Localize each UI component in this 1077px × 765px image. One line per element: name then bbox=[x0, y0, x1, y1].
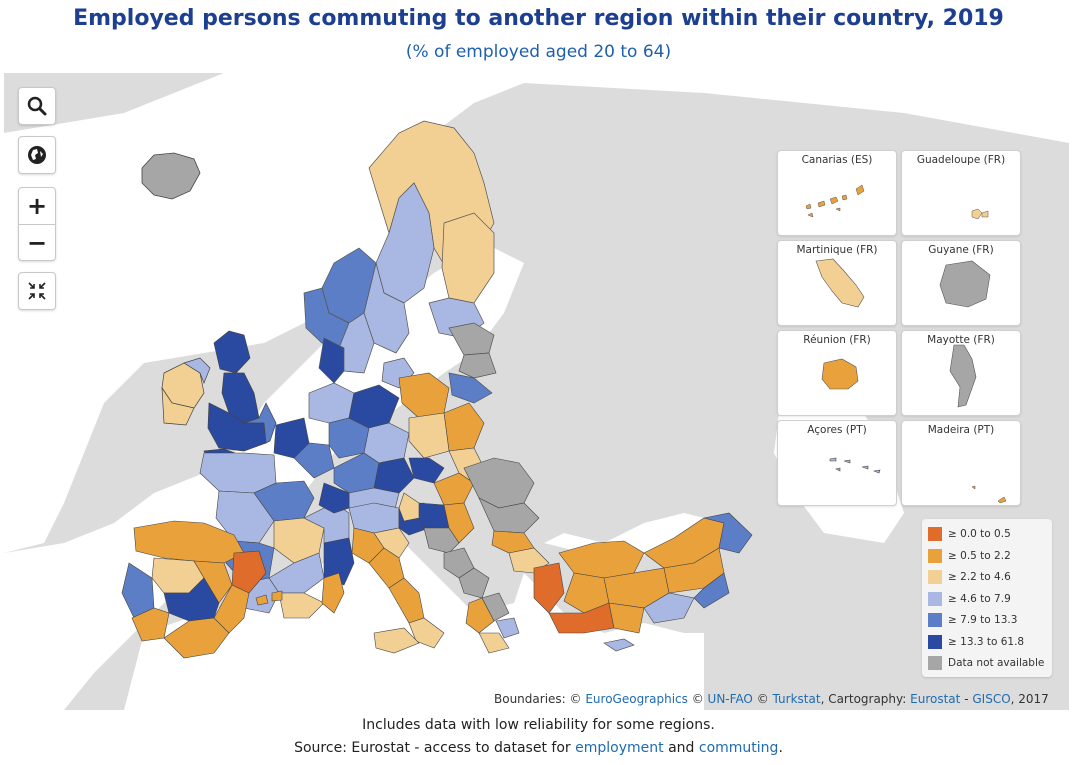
zoom-in-button[interactable]: + bbox=[26, 192, 48, 220]
map-title: Employed persons commuting to another re… bbox=[73, 6, 1004, 31]
eurostat-link[interactable]: Eurostat bbox=[910, 692, 961, 706]
unfao-link[interactable]: UN-FAO bbox=[707, 692, 753, 706]
legend-label: ≥ 0.0 to 0.5 bbox=[948, 528, 1011, 540]
inset-label: Réunion (FR) bbox=[803, 334, 871, 346]
central-west-regions[interactable] bbox=[273, 382, 415, 519]
cyprus-region[interactable] bbox=[603, 638, 635, 652]
legend-item[interactable]: Data not available bbox=[928, 654, 1044, 672]
inset-canarias[interactable]: Canarias (ES) bbox=[777, 150, 897, 236]
legend-swatch bbox=[928, 570, 942, 584]
baltic-regions[interactable] bbox=[448, 322, 497, 404]
commuting-link[interactable]: commuting bbox=[698, 740, 779, 756]
legend-item[interactable]: ≥ 0.5 to 2.2 bbox=[928, 547, 1011, 565]
legend-swatch bbox=[928, 613, 942, 627]
inset-acores[interactable]: Açores (PT) bbox=[777, 420, 897, 506]
reliability-note: Includes data with low reliability for s… bbox=[362, 717, 715, 733]
fit-extent-button[interactable] bbox=[18, 272, 56, 310]
credits-cartography: , Cartography: bbox=[820, 692, 907, 706]
guadeloupe-shape bbox=[971, 208, 989, 220]
legend-item[interactable]: ≥ 0.0 to 0.5 bbox=[928, 525, 1011, 543]
acores-shape bbox=[829, 457, 881, 474]
inset-label: Madeira (PT) bbox=[927, 424, 995, 436]
inset-madeira[interactable]: Madeira (PT) bbox=[901, 420, 1021, 506]
globe-icon bbox=[28, 146, 46, 164]
zoom-control-group: + − bbox=[18, 187, 56, 261]
credits-year: , 2017 bbox=[1010, 692, 1049, 706]
map-subtitle: (% of employed aged 20 to 64) bbox=[405, 42, 672, 62]
inset-label: Guadeloupe (FR) bbox=[916, 154, 1006, 166]
inset-label: Canarias (ES) bbox=[801, 154, 873, 166]
globe-button[interactable] bbox=[18, 136, 56, 174]
legend-label: ≥ 4.6 to 7.9 bbox=[948, 592, 1011, 605]
source-line: Source: Eurostat - access to dataset for… bbox=[0, 740, 1077, 756]
inset-reunion[interactable]: Réunion (FR) bbox=[777, 330, 897, 416]
legend-label: Data not available bbox=[948, 657, 1045, 669]
legend-swatch bbox=[928, 634, 942, 649]
legend-label: ≥ 0.5 to 2.2 bbox=[948, 549, 1011, 562]
canarias-shape bbox=[805, 184, 865, 218]
source-prefix: Source: Eurostat - access to dataset for bbox=[294, 740, 571, 756]
source-end: . bbox=[778, 740, 783, 756]
legend-label: ≥ 7.9 to 13.3 bbox=[948, 614, 1018, 626]
search-icon bbox=[27, 96, 47, 116]
inset-label: Martinique (FR) bbox=[796, 244, 878, 256]
madeira-shape bbox=[971, 485, 1007, 504]
inset-martinique[interactable]: Martinique (FR) bbox=[777, 240, 897, 326]
legend-label: ≥ 13.3 to 61.8 bbox=[948, 635, 1025, 648]
inset-mayotte[interactable]: Mayotte (FR) bbox=[901, 330, 1021, 416]
legend-swatch bbox=[928, 591, 942, 606]
iberia-regions[interactable] bbox=[121, 520, 283, 659]
turkstat-link[interactable]: Turkstat bbox=[772, 692, 821, 706]
zoom-out-button[interactable]: − bbox=[19, 224, 55, 260]
legend-item[interactable]: ≥ 2.2 to 4.6 bbox=[928, 568, 1011, 586]
legend-item[interactable]: ≥ 7.9 to 13.3 bbox=[928, 611, 1017, 629]
map-legend: ≥ 0.0 to 0.5 ≥ 0.5 to 2.2 ≥ 2.2 to 4.6 ≥ 4.… bbox=[922, 519, 1052, 677]
credits-prefix: Boundaries: © bbox=[494, 692, 582, 706]
legend-swatch bbox=[928, 527, 942, 541]
iceland-region[interactable] bbox=[141, 152, 201, 200]
map-canvas[interactable]: + − Canarias (ES) Guadeloupe (FR) Martin… bbox=[4, 73, 1069, 710]
inset-label: Guyane (FR) bbox=[928, 244, 994, 256]
legend-item[interactable]: ≥ 4.6 to 7.9 bbox=[928, 590, 1011, 608]
collapse-arrows-icon bbox=[28, 282, 46, 300]
search-button[interactable] bbox=[18, 87, 56, 125]
legend-label: ≥ 2.2 to 4.6 bbox=[948, 571, 1011, 583]
europe-map-svg[interactable] bbox=[4, 73, 1069, 710]
credits-dash: - bbox=[964, 692, 969, 706]
inset-guyane[interactable]: Guyane (FR) bbox=[901, 240, 1021, 326]
guyane-shape bbox=[939, 260, 991, 308]
eurogeographics-link[interactable]: EuroGeographics bbox=[585, 692, 688, 706]
martinique-shape bbox=[815, 258, 865, 308]
turkey-regions[interactable] bbox=[533, 512, 753, 634]
reunion-shape bbox=[821, 358, 859, 390]
legend-item[interactable]: ≥ 13.3 to 61.8 bbox=[928, 633, 1024, 651]
gisco-link[interactable]: GISCO bbox=[972, 692, 1011, 706]
mayotte-shape bbox=[949, 344, 977, 408]
inset-label: Mayotte (FR) bbox=[927, 334, 995, 346]
employment-link[interactable]: employment bbox=[575, 740, 664, 756]
scandinavia-regions[interactable] bbox=[303, 120, 495, 389]
inset-guadeloupe[interactable]: Guadeloupe (FR) bbox=[901, 150, 1021, 236]
map-credits: Boundaries: © EuroGeographics © UN-FAO ©… bbox=[494, 692, 1049, 706]
source-and: and bbox=[668, 740, 695, 756]
credits-copyright: © bbox=[691, 692, 704, 706]
inset-label: Açores (PT) bbox=[807, 424, 867, 436]
credits-copyright: © bbox=[756, 692, 769, 706]
legend-swatch bbox=[928, 548, 942, 563]
legend-swatch bbox=[928, 656, 942, 670]
balkan-regions[interactable] bbox=[423, 457, 550, 654]
